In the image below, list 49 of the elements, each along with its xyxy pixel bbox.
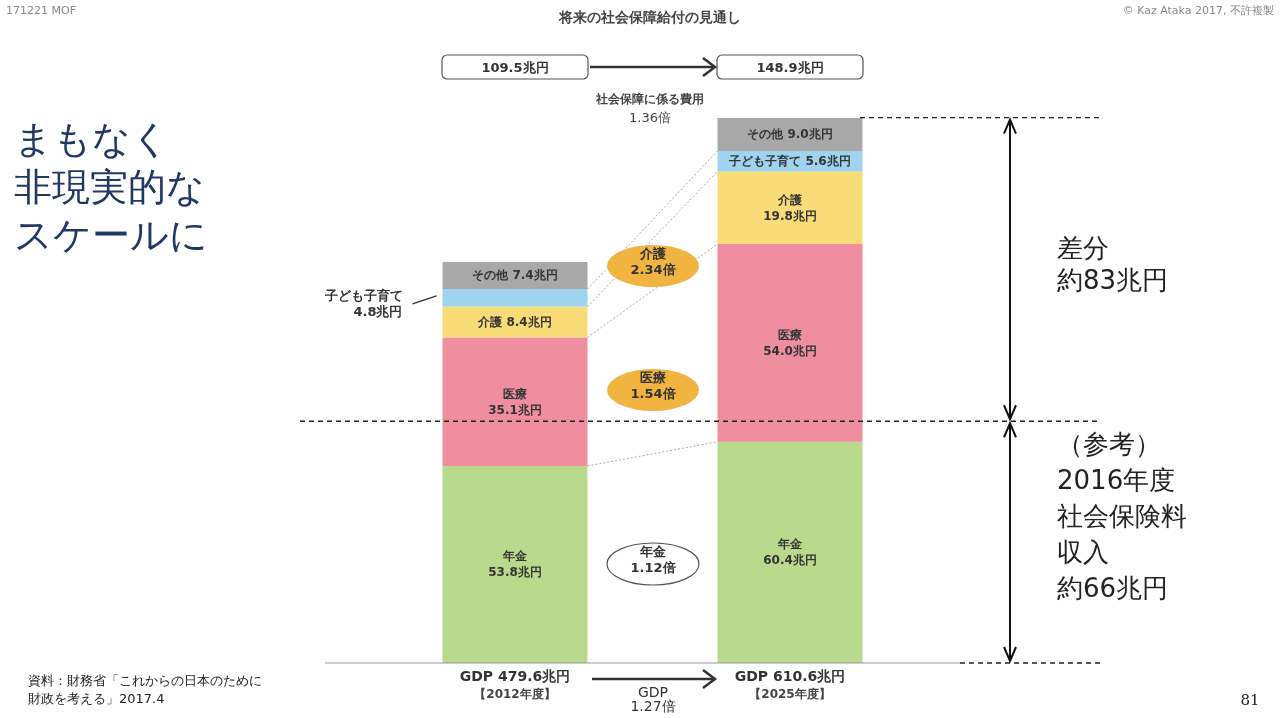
text: 2016年度 — [1057, 465, 1176, 495]
x-tick-label: 【2012年度】 — [474, 687, 556, 701]
data-label: 19.8兆円 — [763, 208, 817, 223]
chart-title: 将来の社会保障給付の見通し — [558, 9, 741, 25]
text: 109.5兆円 — [481, 60, 549, 75]
series-label: 介護 — [777, 192, 802, 207]
data-label: 4.8兆円 — [353, 303, 403, 319]
text: （参考） — [1057, 429, 1161, 459]
text: 医療 — [778, 327, 802, 342]
text: 社会保険料 — [1057, 501, 1187, 531]
annotation: 社会保障に係る費用 1.36倍 — [595, 92, 704, 125]
bar — [442, 337, 588, 466]
data-label: 54.0兆円 — [763, 343, 817, 358]
bar — [717, 441, 863, 663]
text: 資料：財務省「これからの日本のために — [28, 673, 262, 688]
annotation: 年金 1.12倍 — [630, 544, 676, 575]
text: 81 — [1240, 691, 1260, 709]
text: スケールに — [14, 213, 208, 257]
text: 非現実的な — [14, 165, 205, 209]
text: 財政を考える」2017.4 — [28, 691, 165, 706]
text: 収入 — [1057, 537, 1109, 567]
data-label: 35.1兆円 — [488, 402, 542, 417]
text: 子ども子育て — [324, 287, 403, 303]
text: 子ども子育て 5.6兆円 — [729, 154, 851, 169]
text: GDP 1.27倍 — [630, 684, 676, 714]
text: まもなく — [14, 117, 170, 161]
x-tick-label: 【2025年度】 — [749, 687, 831, 701]
series-label: 医療 — [503, 386, 527, 401]
text: © Kaz Ataka 2017, 不許複製 — [1122, 4, 1274, 17]
text: その他 7.4兆円 — [472, 268, 558, 283]
text: GDP 610.6兆円 — [734, 668, 846, 684]
series-label: 年金 — [502, 549, 528, 564]
text: 年金 — [778, 537, 802, 552]
text: 約66兆円 — [1057, 573, 1169, 603]
bar — [717, 171, 863, 244]
data-label: 53.8兆円 — [488, 565, 542, 580]
text: その他 9.0兆円 — [747, 127, 833, 142]
bar — [442, 465, 588, 663]
text: 介護 8.4兆円 — [478, 315, 552, 330]
annotation: 医療 1.54倍 — [630, 370, 676, 401]
data-label: 60.4兆円 — [763, 553, 817, 568]
bar — [717, 244, 863, 442]
text: 148.9兆円 — [756, 60, 824, 75]
annotation: 介護 2.34倍 — [630, 246, 676, 277]
text: 差分 — [1057, 233, 1109, 263]
bar — [442, 289, 588, 307]
text: GDP 479.6兆円 — [459, 668, 571, 684]
text: 約83兆円 — [1057, 265, 1169, 295]
text: 171221 MOF — [6, 4, 76, 17]
